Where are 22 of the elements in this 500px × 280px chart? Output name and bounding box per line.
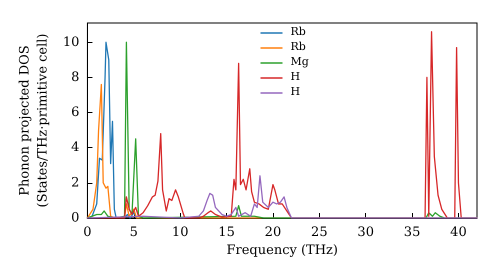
x-axis-title: Frequency (THz) — [226, 242, 338, 258]
y-tick-label: 4 — [71, 140, 80, 156]
legend-label: H — [290, 85, 300, 98]
y-tick-label: 8 — [71, 70, 80, 85]
legend-label: Mg — [290, 55, 309, 68]
y-axis-title: Phonon projected DOS (States/THz·primitive cell) — [18, 33, 50, 208]
y-tick-label: 6 — [71, 105, 80, 120]
legend-label: Rb — [290, 25, 306, 38]
x-tick-label: 40 — [450, 225, 467, 240]
x-tick-label: 20 — [264, 225, 282, 240]
y-tick-label: 2 — [71, 175, 80, 190]
x-tick-label: 10 — [172, 225, 188, 240]
y-tick-label: 0 — [71, 210, 80, 226]
y-tick-label: 10 — [62, 34, 80, 50]
x-tick-label: 35 — [404, 225, 420, 240]
x-tick-label: 15 — [218, 225, 235, 240]
x-tick-label: 25 — [311, 225, 328, 240]
legend-label: Rb — [290, 40, 306, 53]
x-tick-label: 30 — [357, 225, 374, 240]
x-tick-label: 0 — [83, 225, 92, 240]
legend-label: H — [290, 70, 300, 83]
x-tick-label: 5 — [130, 225, 138, 240]
